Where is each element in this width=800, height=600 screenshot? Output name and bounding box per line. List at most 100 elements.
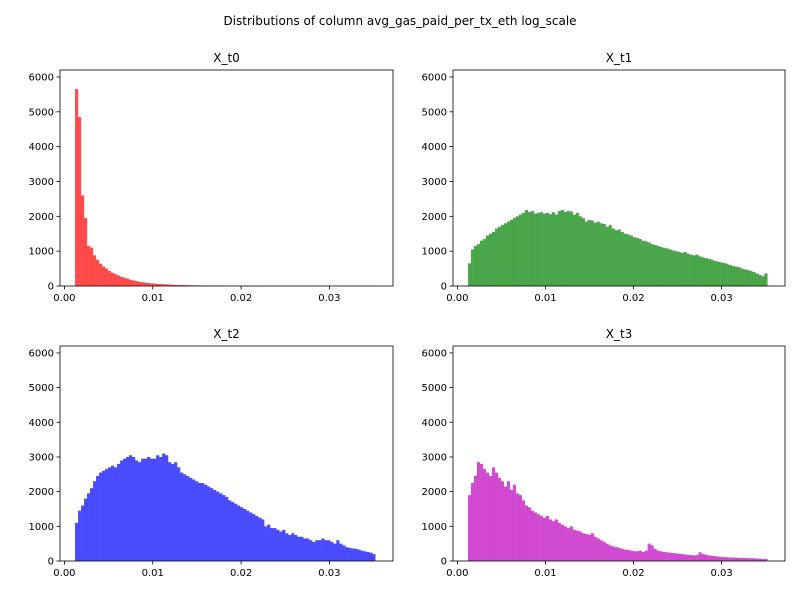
histogram-bar: [725, 557, 729, 561]
histogram-bar: [321, 538, 325, 561]
histogram-bar: [225, 496, 229, 561]
histogram-bar: [608, 545, 612, 561]
histogram-bar: [309, 540, 313, 561]
histogram-bar: [141, 458, 145, 561]
x-tick-label: 0.03: [318, 293, 340, 304]
histogram-bar: [156, 283, 160, 286]
histogram-bar: [572, 529, 576, 561]
histogram-bar: [96, 259, 100, 286]
histogram-bar: [713, 260, 717, 286]
y-tick-label: 1000: [422, 247, 447, 258]
x-tick-label: 0.03: [710, 293, 732, 304]
histogram-bar: [665, 248, 669, 286]
histogram-bar: [533, 512, 537, 561]
histogram-bar: [503, 486, 508, 561]
histogram-bar: [611, 546, 615, 561]
histogram-bar: [623, 549, 627, 561]
histogram-bar: [638, 238, 642, 286]
y-tick-label: 0: [48, 557, 54, 568]
histogram-bar: [300, 536, 304, 561]
histogram-bar: [734, 557, 738, 561]
histogram-bar: [665, 552, 669, 561]
histogram-bar: [764, 273, 768, 286]
histogram-bar: [689, 254, 693, 286]
histogram-bar: [548, 214, 552, 286]
x-tick-label: 0.01: [142, 293, 164, 304]
histogram-bar: [117, 463, 121, 561]
histogram-bar: [312, 541, 316, 561]
histogram-bar: [620, 548, 624, 561]
histogram-bar: [524, 505, 528, 561]
axes-frame: [59, 345, 394, 562]
histogram-bar: [647, 543, 651, 561]
histogram-bar: [165, 284, 169, 286]
histogram-bar: [467, 263, 472, 286]
histogram-bar: [605, 226, 609, 286]
subplot-title: X_t2: [213, 327, 240, 341]
histogram-bar: [147, 456, 151, 561]
histogram-bar: [126, 278, 130, 286]
y-tick-label: 3000: [29, 452, 54, 463]
x-tick-label: 0.00: [53, 293, 75, 304]
histogram-bar: [635, 551, 639, 561]
histogram-bar: [108, 467, 112, 561]
histogram-bar: [512, 218, 517, 286]
histogram-bar: [560, 524, 564, 561]
subplot-title: X_t1: [606, 51, 633, 65]
histogram-bar: [114, 274, 118, 286]
histogram-bar: [602, 223, 606, 286]
histogram-bar: [725, 263, 729, 286]
histogram-bar: [102, 266, 106, 286]
histogram-bar: [195, 481, 199, 561]
histogram-bar: [192, 479, 196, 561]
histogram-bar: [578, 216, 582, 286]
histogram-bar: [542, 517, 546, 561]
histogram-bar: [704, 554, 708, 561]
histogram-bar: [653, 244, 657, 286]
histogram-bar: [132, 280, 136, 286]
histogram-bar: [533, 213, 537, 286]
histogram-bar: [222, 495, 226, 561]
histogram-bar: [659, 246, 663, 286]
histogram-bar: [348, 547, 352, 561]
histogram-bar: [159, 284, 163, 286]
histogram-bar: [557, 211, 561, 286]
histogram-bar: [521, 500, 526, 561]
histogram-bar: [228, 500, 232, 561]
histogram-bars: [75, 89, 376, 286]
histogram-bar: [605, 543, 609, 561]
histogram-bar: [683, 554, 687, 561]
histogram-bar: [81, 195, 85, 286]
y-tick-label: 2000: [29, 212, 54, 223]
y-tick-label: 2000: [422, 212, 447, 223]
histogram-bar: [554, 519, 558, 561]
histogram-bar: [366, 551, 370, 561]
y-tick-label: 4000: [29, 142, 54, 153]
histogram-bar: [75, 89, 79, 286]
histogram-bar: [557, 522, 561, 561]
histogram-bar: [539, 515, 543, 561]
histogram-bar: [683, 251, 687, 286]
figure-title: Distributions of column avg_gas_paid_per…: [223, 14, 576, 28]
y-tick-label: 0: [441, 557, 447, 568]
y-tick-label: 6000: [422, 348, 447, 359]
histogram-bar: [138, 281, 142, 286]
histogram-bar: [761, 558, 765, 561]
histogram-bar: [123, 277, 127, 286]
histogram-bar: [707, 258, 711, 286]
histogram-bar: [545, 212, 549, 286]
y-tick-label: 4000: [422, 142, 447, 153]
histogram-bar: [722, 263, 726, 286]
histogram-bar: [327, 540, 331, 561]
histogram-bar: [662, 247, 666, 286]
x-tick-label: 0.02: [622, 293, 644, 304]
histogram-bar: [168, 462, 172, 561]
histogram-bar: [704, 258, 708, 286]
histogram-bar: [120, 276, 124, 286]
histogram-bar: [584, 533, 588, 561]
histogram-bar: [551, 212, 555, 286]
histogram-bar: [692, 555, 696, 561]
histogram-bar: [476, 462, 481, 561]
histogram-bar: [240, 507, 244, 561]
